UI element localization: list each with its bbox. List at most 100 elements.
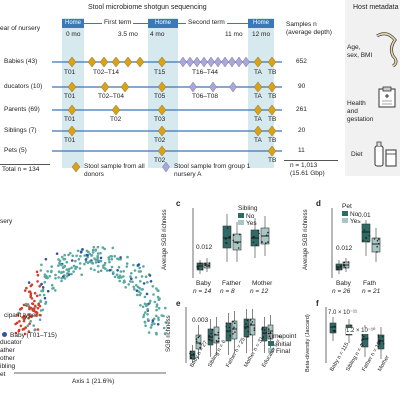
tp-label: T02 xyxy=(110,116,122,123)
box-jitter-point xyxy=(263,332,266,335)
scatter-point xyxy=(143,311,147,314)
box-jitter-point xyxy=(204,264,207,267)
panel-d-legend-yes: Yes xyxy=(350,218,361,225)
panel-c-n-father: n = 8 xyxy=(220,288,235,295)
scatter-point xyxy=(142,315,145,319)
scatter-point xyxy=(65,275,69,278)
scatter-point xyxy=(150,323,154,327)
scatter-point xyxy=(86,254,89,257)
box-jitter-point xyxy=(368,235,371,237)
box-jitter-point xyxy=(336,268,338,271)
scatter-point xyxy=(48,275,51,278)
scatter-point xyxy=(27,330,31,333)
scatter-point xyxy=(14,331,18,335)
host-metadata-panel: Host metadata Age, sex, BMI Health and g… xyxy=(345,0,400,176)
scatter-point xyxy=(153,322,156,326)
scatter-point xyxy=(60,276,63,280)
box-jitter-point xyxy=(377,238,380,240)
scatter-point xyxy=(98,259,101,263)
scatter-point xyxy=(149,299,152,303)
scatter-point xyxy=(35,310,38,314)
scatter-point xyxy=(94,258,97,262)
scatter-point xyxy=(83,262,86,266)
scatter-point xyxy=(84,258,88,261)
total-samples: n = 1,013 xyxy=(290,162,318,169)
box-jitter-point xyxy=(344,266,347,269)
box-jitter-point xyxy=(190,351,192,353)
scatter-point xyxy=(22,303,26,307)
scatter-point xyxy=(60,279,63,283)
box-jitter-point xyxy=(206,265,208,268)
box-jitter-point xyxy=(333,325,336,327)
box-jitter-point xyxy=(269,337,272,340)
scatter-point xyxy=(62,275,65,278)
tp-label: TA xyxy=(254,69,262,76)
scatter-point xyxy=(101,246,105,249)
scatter-point xyxy=(164,306,167,310)
box-jitter-point xyxy=(197,267,200,270)
scatter-point xyxy=(107,258,111,261)
box-jitter-point xyxy=(268,328,270,330)
scatter-point xyxy=(144,275,148,278)
scatter-point xyxy=(36,306,40,310)
samples-header: Samples n (average depth) xyxy=(286,21,332,36)
box-jitter-point xyxy=(373,238,376,240)
scatter-point xyxy=(116,269,119,272)
scatter-point xyxy=(125,265,129,268)
scatter-point xyxy=(122,275,125,278)
scatter-point xyxy=(130,272,133,275)
scatter-point xyxy=(80,273,83,276)
box-jitter-point xyxy=(252,236,254,238)
scatter-point xyxy=(145,303,149,307)
box-body xyxy=(203,262,211,269)
scatter-point xyxy=(60,271,63,274)
box-body xyxy=(222,225,232,249)
panel-f-letter: f xyxy=(316,299,319,308)
box-jitter-point xyxy=(238,233,241,236)
scatter-point xyxy=(44,300,48,304)
scatter-point xyxy=(36,280,39,283)
scatter-point xyxy=(96,252,100,255)
scatter-point xyxy=(126,255,129,259)
box-jitter-point xyxy=(267,332,270,335)
panel-c-boxplot xyxy=(192,208,270,278)
ordination-scatter xyxy=(14,245,168,374)
box-jitter-point xyxy=(378,342,381,345)
tp-label: T02 xyxy=(154,157,166,164)
box-jitter-point xyxy=(211,339,213,342)
scatter-point xyxy=(142,282,146,285)
scatter-point xyxy=(55,252,59,255)
scatter-point xyxy=(27,304,30,307)
scatter-point xyxy=(96,245,100,249)
scatter-point xyxy=(17,328,21,332)
scatter-point xyxy=(29,320,32,323)
panel-e-pval: 0.003 xyxy=(192,317,209,324)
scatter-point xyxy=(117,276,121,280)
scatter-point xyxy=(35,294,39,298)
box-jitter-point xyxy=(216,340,218,343)
scatter-point xyxy=(93,268,96,272)
scatter-point xyxy=(146,318,150,321)
total-depth: (15.61 Gbp) xyxy=(290,170,325,177)
scatter-point xyxy=(77,257,81,261)
box-body xyxy=(195,334,202,350)
legend-educator: ducator xyxy=(0,339,22,346)
panel-d-ylabel: Average SGB richness xyxy=(303,209,309,270)
scatter-point xyxy=(146,307,149,311)
panel-d-boxplot xyxy=(331,208,381,278)
scatter-point xyxy=(50,265,53,268)
panel-d-n-father: n = 21 xyxy=(362,288,381,295)
scatter-point xyxy=(75,254,78,258)
tp-label: T15 xyxy=(154,69,166,76)
scatter-point xyxy=(99,269,103,272)
scatter-point xyxy=(94,261,98,264)
panel-c-ylabel: Average SGB richness xyxy=(162,209,168,270)
box-jitter-point xyxy=(234,322,236,324)
panel-c-n-baby: n = 14 xyxy=(193,288,212,295)
tape-measure-icon xyxy=(376,32,398,68)
box-jitter-point xyxy=(235,241,237,244)
scatter-point xyxy=(54,289,57,292)
scatter-point xyxy=(155,308,158,312)
phase-home-3: Home xyxy=(248,19,274,28)
scatter-point xyxy=(65,272,69,275)
